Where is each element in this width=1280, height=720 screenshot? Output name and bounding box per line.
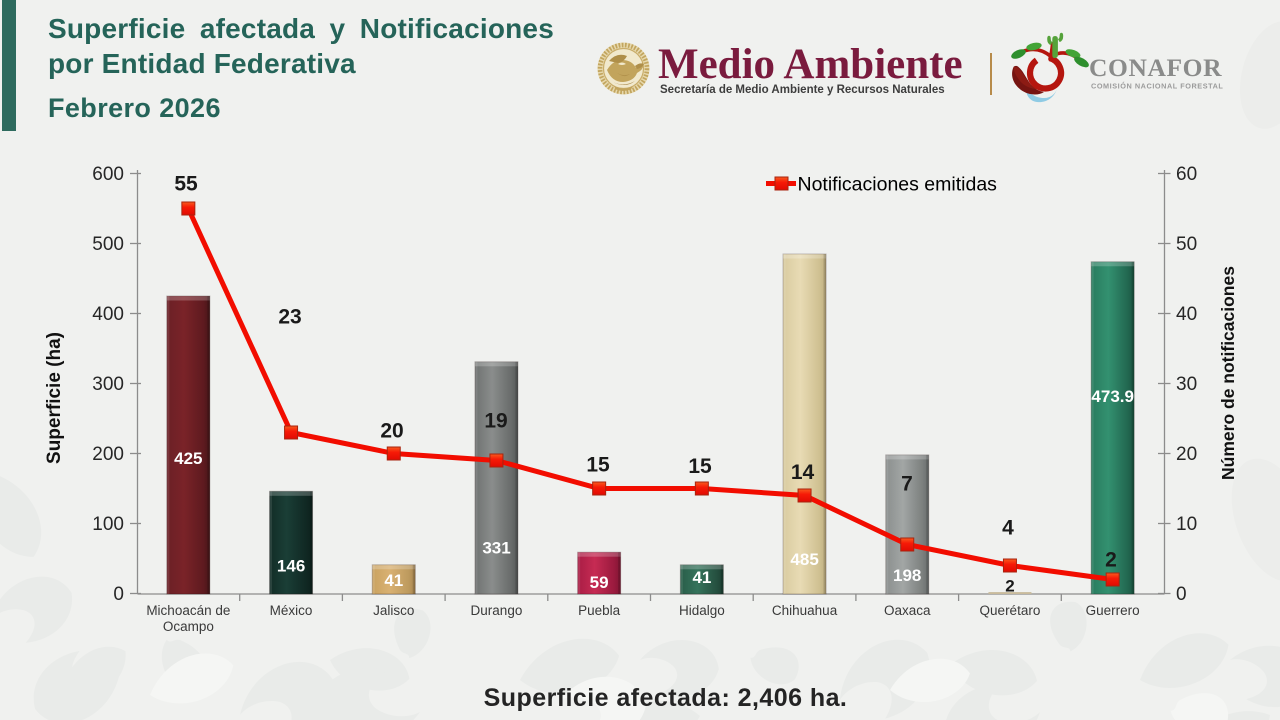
svg-text:146: 146 bbox=[277, 557, 305, 576]
svg-text:331: 331 bbox=[482, 539, 510, 558]
svg-text:198: 198 bbox=[893, 566, 921, 585]
svg-text:CONAFOR: CONAFOR bbox=[1089, 53, 1222, 82]
svg-text:55: 55 bbox=[174, 173, 198, 196]
svg-text:7: 7 bbox=[901, 473, 913, 496]
svg-text:30: 30 bbox=[1176, 374, 1197, 395]
svg-text:Hidalgo: Hidalgo bbox=[679, 603, 725, 618]
svg-text:0: 0 bbox=[113, 584, 124, 605]
svg-text:Chihuahua: Chihuahua bbox=[772, 603, 838, 618]
svg-text:19: 19 bbox=[484, 410, 507, 433]
svg-text:Michoacán de: Michoacán de bbox=[146, 603, 230, 618]
svg-text:100: 100 bbox=[92, 514, 124, 535]
svg-text:Jalisco: Jalisco bbox=[373, 603, 414, 618]
svg-text:Puebla: Puebla bbox=[578, 603, 621, 618]
svg-text:200: 200 bbox=[92, 444, 124, 465]
svg-text:Medio Ambiente: Medio Ambiente bbox=[658, 41, 963, 88]
svg-text:60: 60 bbox=[1176, 164, 1197, 185]
svg-text:15: 15 bbox=[586, 454, 610, 477]
svg-text:Superficie (ha): Superficie (ha) bbox=[44, 332, 65, 464]
svg-text:425: 425 bbox=[174, 449, 202, 468]
svg-text:Querétaro: Querétaro bbox=[980, 603, 1041, 618]
svg-text:41: 41 bbox=[692, 568, 711, 587]
svg-text:300: 300 bbox=[92, 374, 124, 395]
svg-text:Secretaría de Medio Ambiente y: Secretaría de Medio Ambiente y Recursos … bbox=[660, 84, 945, 96]
svg-text:Guerrero: Guerrero bbox=[1086, 603, 1140, 618]
svg-text:20: 20 bbox=[380, 420, 403, 443]
svg-text:0: 0 bbox=[1176, 584, 1187, 605]
svg-text:Notificaciones emitidas: Notificaciones emitidas bbox=[798, 174, 998, 196]
svg-text:México: México bbox=[270, 603, 313, 618]
svg-text:20: 20 bbox=[1176, 444, 1197, 465]
svg-text:15: 15 bbox=[688, 455, 712, 478]
svg-text:4: 4 bbox=[1002, 517, 1014, 540]
svg-text:Oaxaca: Oaxaca bbox=[884, 603, 931, 618]
svg-text:2: 2 bbox=[1005, 577, 1014, 596]
svg-text:500: 500 bbox=[92, 234, 124, 255]
svg-text:Durango: Durango bbox=[471, 603, 523, 618]
svg-text:2: 2 bbox=[1105, 549, 1117, 572]
svg-text:59: 59 bbox=[590, 573, 609, 592]
svg-text:40: 40 bbox=[1176, 304, 1197, 325]
svg-text:COMISIÓN NACIONAL FORESTAL: COMISIÓN NACIONAL FORESTAL bbox=[1091, 82, 1223, 91]
svg-text:600: 600 bbox=[92, 164, 124, 185]
svg-text:50: 50 bbox=[1176, 234, 1197, 255]
svg-text:Número de notificaciones: Número de notificaciones bbox=[1218, 266, 1238, 480]
svg-text:Ocampo: Ocampo bbox=[163, 619, 214, 634]
svg-text:14: 14 bbox=[791, 461, 815, 484]
svg-text:41: 41 bbox=[384, 571, 403, 590]
svg-text:23: 23 bbox=[278, 306, 301, 329]
svg-text:473.9: 473.9 bbox=[1091, 387, 1134, 406]
svg-text:10: 10 bbox=[1176, 514, 1197, 535]
svg-text:485: 485 bbox=[790, 550, 818, 569]
svg-text:400: 400 bbox=[92, 304, 124, 325]
